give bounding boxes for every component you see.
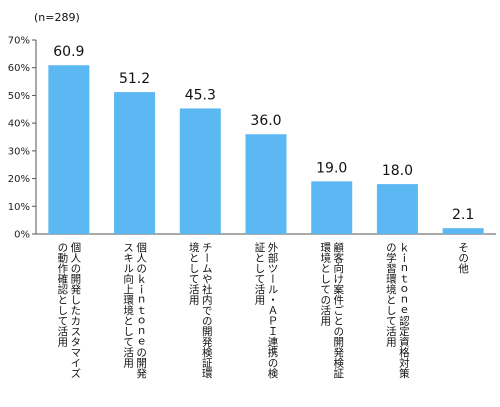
category-label-line: の学習環境として活用 [385, 242, 397, 348]
y-tick-label: 0% [14, 230, 30, 241]
data-label: 60.9 [53, 44, 84, 60]
category-label-line: 境として活用 [188, 241, 200, 306]
y-tick-label: 50% [8, 91, 30, 102]
y-tick-label: 40% [8, 119, 30, 130]
axes: 0% 10% 20% 30% 40% 50% 60% 70% [8, 36, 496, 241]
bar [179, 108, 221, 234]
category-label-line: 顧客向け案件ごとの開発検証 [332, 241, 344, 379]
bar [245, 134, 287, 234]
bars [48, 65, 484, 234]
bar [114, 92, 156, 234]
category-label-line: の動作確認として活用 [56, 242, 68, 348]
category-label-line: その他 [457, 242, 469, 274]
y-tick-label: 20% [8, 174, 30, 185]
category-label-line: 環境としての活用 [319, 242, 331, 327]
data-label: 36.0 [250, 113, 281, 129]
category-label-line: スキル向上環境として活用 [122, 242, 134, 369]
y-tick-label: 10% [8, 202, 30, 213]
category-label-line: 証として活用 [254, 241, 266, 306]
category-label: その他 [457, 242, 469, 274]
sample-size-note: (n=289) [34, 11, 80, 24]
data-label: 18.0 [382, 163, 413, 179]
y-tick-label: 60% [8, 63, 30, 74]
y-tick-label: 30% [8, 146, 30, 157]
data-label: 45.3 [185, 87, 216, 103]
category-label-line: ｋｉｎｔｏｎｅ認定資格対策 [398, 242, 410, 379]
data-label: 2.1 [452, 207, 474, 223]
category-label-line: 個人のｋｉｎｔｏｎｅの開発 [135, 241, 147, 379]
bar [442, 228, 484, 234]
category-label-line: 外部ツール・ＡＰＩ連携の検 [267, 242, 279, 379]
category-label-line: チームや社内での開発検証環 [201, 242, 213, 379]
bar [311, 181, 353, 234]
category-label-line: 個人の開発したカスタマイズ [69, 241, 81, 378]
value-labels: 60.9 51.2 45.3 36.0 19.0 18.0 2.1 [53, 44, 474, 223]
data-label: 19.0 [316, 160, 347, 176]
data-label: 51.2 [119, 71, 150, 87]
bar [376, 184, 418, 234]
bar [48, 65, 90, 234]
y-tick-label: 70% [8, 36, 30, 47]
